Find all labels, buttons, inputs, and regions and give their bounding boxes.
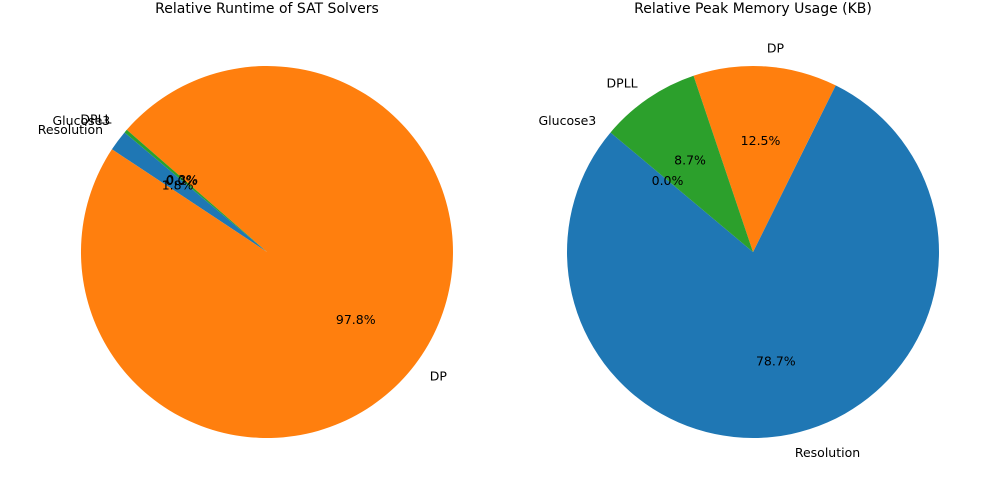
runtime-pie-chart: Relative Runtime of SAT Solvers Resoluti… — [38, 1, 453, 439]
memory-pct-dp: 12.5% — [741, 133, 781, 148]
memory-pct-resolution: 78.7% — [756, 354, 796, 369]
runtime-chart-title: Relative Runtime of SAT Solvers — [155, 1, 379, 17]
memory-label-dp: DP — [767, 40, 785, 55]
memory-label-resolution: Resolution — [795, 445, 860, 460]
runtime-slice-dpll — [124, 129, 268, 252]
memory-chart-title: Relative Peak Memory Usage (KB) — [634, 1, 872, 17]
memory-pct-dpll: 8.7% — [674, 152, 706, 167]
runtime-pct-glucose3: 0.0% — [166, 173, 198, 188]
runtime-pct-dpll: 0.3% — [166, 172, 198, 187]
memory-pct-glucose3: 0.0% — [652, 173, 684, 188]
runtime-label-dp: DP — [430, 368, 448, 383]
memory-label-dpll: DPLL — [607, 76, 638, 91]
runtime-pct-resolution: 1.8% — [162, 178, 194, 193]
runtime-label-resolution: Resolution — [38, 122, 103, 137]
memory-slice-resolution — [567, 85, 940, 438]
memory-label-glucose3: Glucose3 — [539, 113, 597, 128]
runtime-pct-dp: 97.8% — [336, 312, 376, 327]
runtime-slice-resolution — [111, 132, 267, 252]
memory-slice-dpll — [610, 75, 753, 253]
runtime-pie-labels: Resolution 1.8% DP 97.8% DPLL 0.3% Glucose3 0.0… — [38, 112, 448, 384]
memory-pie-slices — [567, 66, 940, 438]
runtime-label-glucose3: Glucose3 — [53, 113, 111, 128]
runtime-pie-slices — [80, 66, 453, 439]
runtime-slice-dp — [80, 66, 453, 439]
memory-pie-labels: Resolution 78.7% DP 12.5% DPLL 8.7% Glucose3 0.… — [539, 40, 861, 459]
memory-pie-chart: Relative Peak Memory Usage (KB) Resoluti… — [539, 1, 940, 460]
runtime-label-dpll: DPLL — [80, 112, 111, 127]
memory-slice-dp — [693, 66, 836, 252]
